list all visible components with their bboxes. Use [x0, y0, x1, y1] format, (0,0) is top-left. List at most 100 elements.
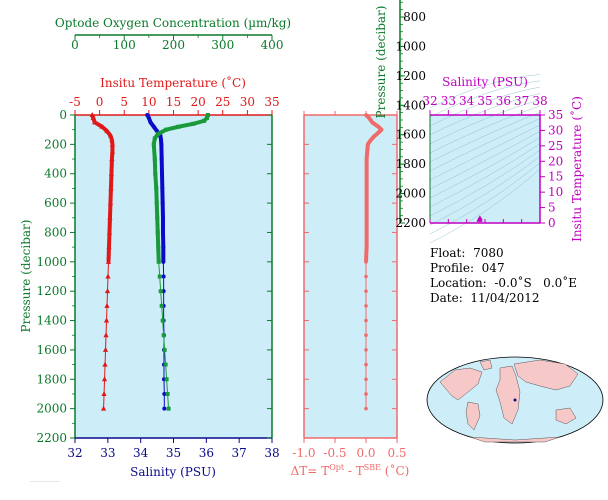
difference-point: [364, 201, 369, 205]
temperature-axis-label: Insitu Temperature (˚C): [100, 75, 246, 90]
oxygen-point: [162, 347, 167, 352]
float-info-panel: Float: 7080 Profile: 047 Location: -0.0˚…: [430, 246, 577, 306]
pressure-tick-label: 1200: [36, 284, 67, 298]
date-label: Date:: [430, 291, 463, 305]
density-contour: [429, 93, 541, 136]
temperature-tick-label: -5: [69, 95, 81, 109]
density-contour: [429, 112, 541, 163]
temperature-point: [106, 244, 112, 250]
difference-point: [364, 113, 368, 117]
salinity-point: [162, 391, 167, 396]
temperature-point: [103, 332, 109, 338]
salinity-tick-label: 38: [264, 446, 279, 460]
oxygen-point: [160, 318, 165, 323]
oxygen-point: [164, 377, 169, 382]
secondary-pressure-tick-label: 2000: [395, 187, 426, 201]
ts-point: [476, 215, 483, 221]
temperature-point: [103, 317, 110, 323]
density-contour: [429, 80, 541, 118]
temperature-point: [109, 141, 116, 147]
temperature-point: [106, 229, 113, 235]
ts-salinity-tick-label: 34: [459, 94, 475, 108]
salinity-tick-label: 37: [232, 446, 247, 460]
pressure-tick-label: 1600: [36, 343, 67, 357]
temperature-point: [104, 302, 110, 308]
ts-temperature-tick-label: 35: [548, 108, 563, 122]
difference-point: [376, 130, 381, 135]
temperature-point: [92, 119, 98, 125]
greenland-shape: [479, 359, 493, 371]
temperature-tick-label: 0: [96, 95, 104, 109]
salinity-point: [148, 120, 153, 125]
oxygen-point: [157, 274, 162, 279]
oxygen-point: [205, 113, 210, 117]
world-map: [426, 356, 604, 444]
temperature-tick-label: 20: [190, 95, 205, 109]
secondary-pressure-tick-label: 1000: [395, 39, 426, 53]
salinity-tick-label: 35: [166, 446, 181, 460]
oxygen-tick-label: 400: [261, 38, 284, 52]
density-contour: [429, 118, 541, 172]
oxygen-point: [155, 215, 160, 220]
australia-shape: [555, 407, 577, 425]
temperature-point: [107, 214, 113, 220]
pressure-tick-label: 400: [44, 167, 67, 181]
difference-point: [364, 304, 368, 308]
oxygen-point: [152, 136, 157, 141]
float-row: Float: 7080: [430, 246, 577, 261]
secondary-pressure-tick-label: 1800: [395, 157, 426, 171]
pressure-tick-label: 0: [59, 108, 67, 122]
south-america-shape: [465, 401, 481, 431]
oxygen-point: [161, 333, 166, 338]
density-contour: [429, 131, 541, 190]
pressure-tick-label: 1800: [36, 372, 67, 386]
ts-salinity-tick-label: 32: [422, 94, 437, 108]
pressure-tick-label: 800: [44, 225, 67, 239]
difference-point: [364, 362, 368, 367]
secondary-pressure-tick-label: 2200: [395, 216, 426, 230]
oxygen-point: [163, 362, 168, 367]
salinity-axis-label: Salinity (PSU): [130, 465, 216, 479]
salinity-point: [162, 406, 167, 411]
pressure-tick-label: 2000: [36, 402, 67, 416]
oxygen-point: [158, 289, 163, 294]
ts-salinity-tick-label: 38: [532, 94, 547, 108]
temperature-point: [102, 361, 108, 367]
difference-point: [364, 289, 368, 293]
temperature-tick-label: 10: [141, 95, 156, 109]
ts-temperature-tick-label: 25: [548, 139, 563, 153]
date-row: Date: 11/04/2012: [430, 291, 577, 306]
difference-point: [364, 215, 369, 220]
difference-tick-label: -1.0: [292, 446, 315, 460]
secondary-pressure-axis-label: Pressure (decibar): [374, 6, 388, 119]
temperature-point: [109, 136, 115, 142]
temperature-point: [101, 376, 108, 382]
temperature-point: [102, 346, 109, 352]
temperature-point: [90, 114, 96, 120]
difference-axis-label: ΔT= TOpt - TSBE (˚C): [291, 463, 410, 478]
oxygen-point: [176, 124, 181, 129]
temperature-point: [100, 405, 107, 411]
europe-africa-shape: [495, 365, 521, 425]
salinity-point: [160, 215, 165, 220]
salinity-point: [161, 274, 166, 279]
difference-tick-label: 0.0: [356, 446, 375, 460]
oxygen-point: [152, 157, 157, 162]
oxygen-tick-label: 300: [211, 38, 234, 52]
salinity-point: [159, 137, 164, 142]
profile-row: Profile: 047: [430, 261, 577, 276]
pressure-tick-label: 1000: [36, 255, 67, 269]
difference-point: [367, 116, 371, 120]
oxygen-point: [165, 391, 170, 396]
ts-salinity-tick-label: 37: [514, 94, 529, 108]
density-contour: [429, 105, 541, 154]
oxygen-point: [166, 406, 171, 411]
salinity-point: [160, 186, 165, 191]
main-plot: 0200400600800100012001400160018002000220…: [19, 16, 291, 479]
pressure-tick-label: 200: [44, 137, 67, 151]
difference-point: [364, 260, 368, 264]
difference-point: [364, 348, 368, 352]
difference-point: [364, 245, 369, 249]
ts-salinity-tick-label: 33: [441, 94, 456, 108]
